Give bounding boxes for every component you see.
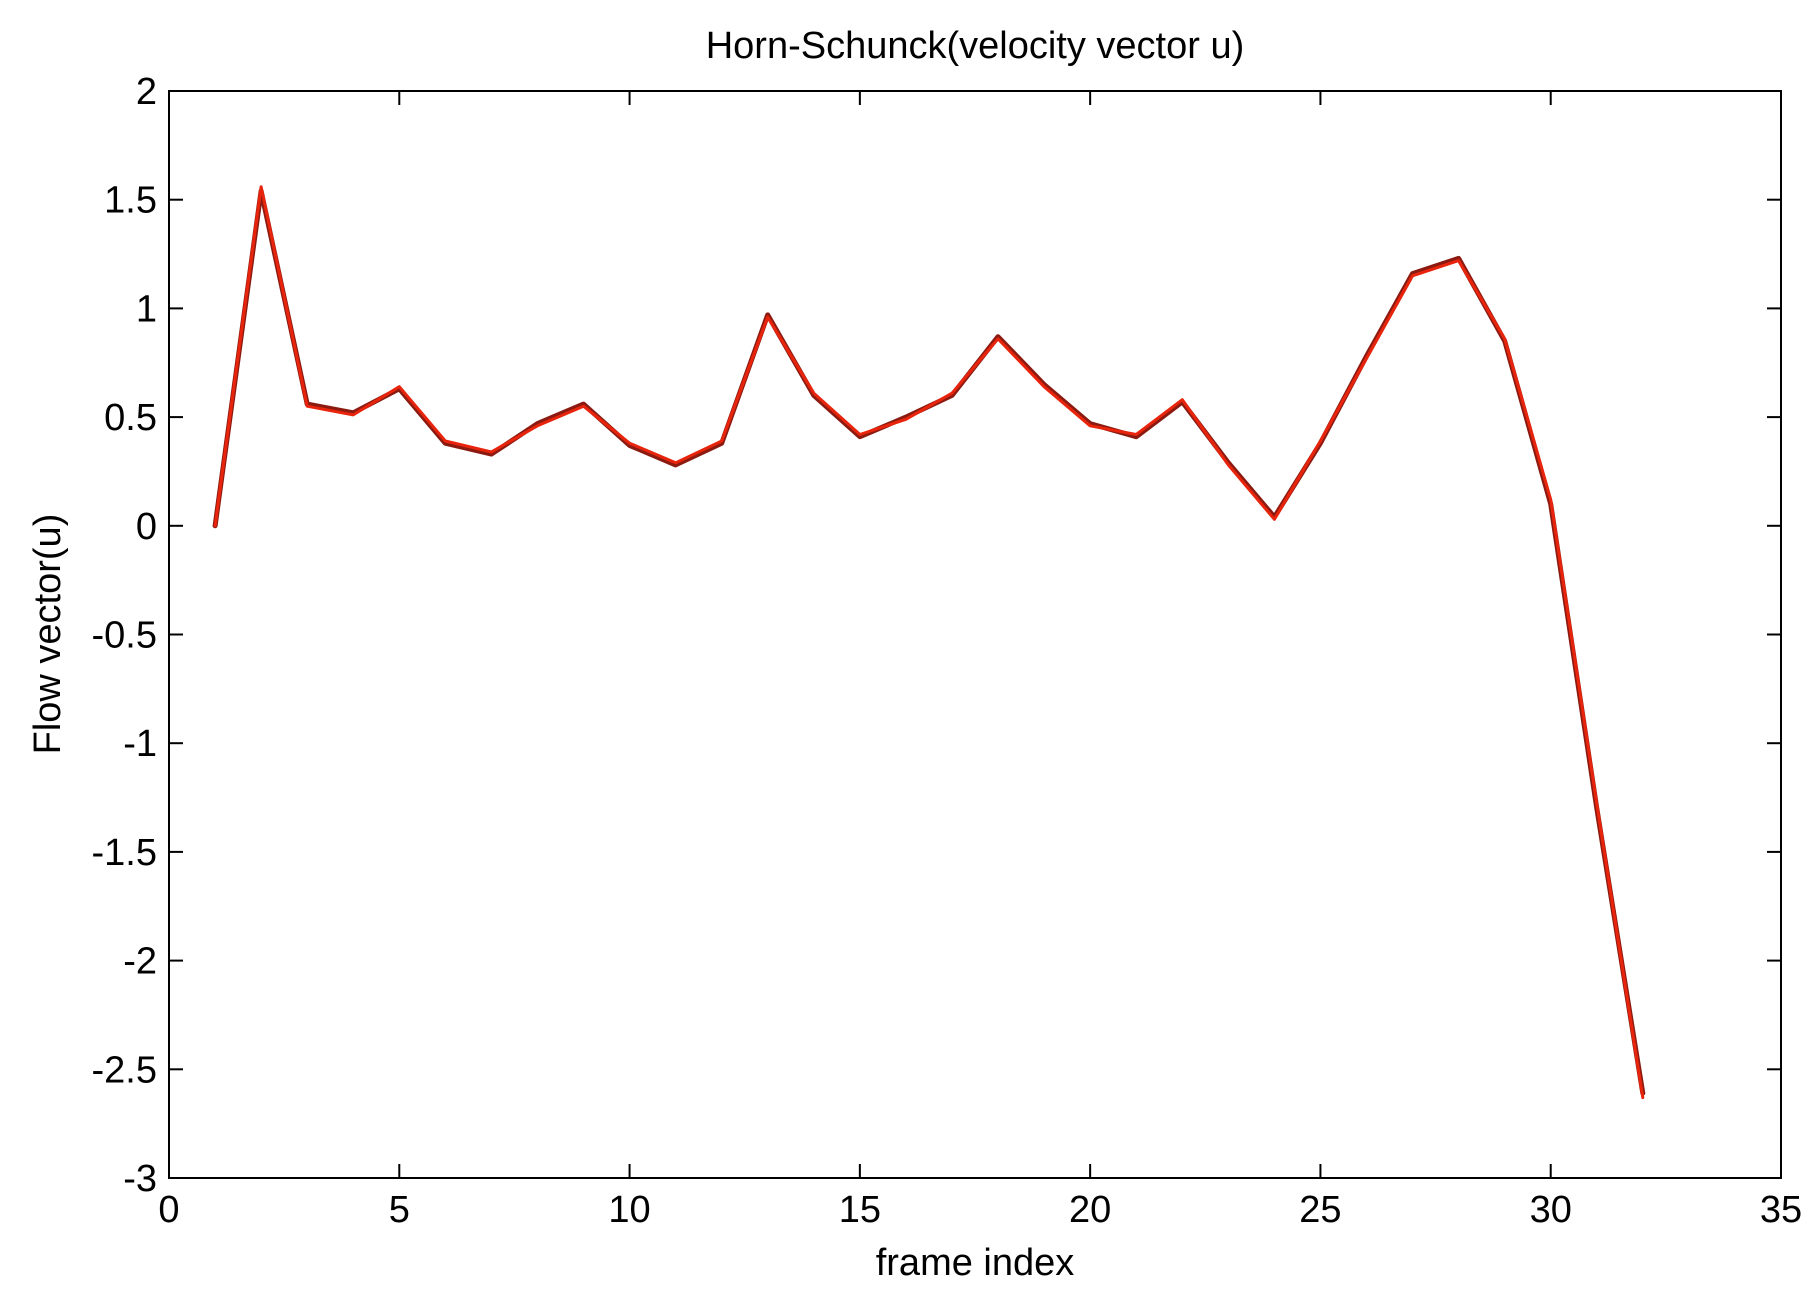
y-tick-label: -2	[123, 941, 157, 983]
y-tick-label: 2	[136, 71, 157, 113]
x-tick-label: 10	[608, 1189, 650, 1231]
series-lines	[212, 185, 1646, 1100]
y-tick-labels: 2 1.5 1 0.5 0 -0.5 -1 -1.5 -2 -2.5 -3	[92, 71, 157, 1200]
plot-area	[169, 91, 1781, 1178]
y-tick-label: 0	[136, 506, 157, 548]
x-tick-label: 5	[389, 1189, 410, 1231]
x-tick-label: 15	[839, 1189, 881, 1231]
x-axis-label: frame index	[876, 1242, 1075, 1284]
y-tick-label: -1.5	[92, 832, 157, 874]
y-axis-label: Flow vector(u)	[27, 514, 69, 755]
x-tick-label: 30	[1530, 1189, 1572, 1231]
y-tick-label: 1.5	[104, 180, 157, 222]
series-line-2	[213, 185, 1645, 1100]
x-tick-label: 25	[1299, 1189, 1341, 1231]
x-tick-label: 35	[1760, 1189, 1802, 1231]
x-tick-label: 20	[1069, 1189, 1111, 1231]
x-tick-labels: 0 5 10 15 20 25 30 35	[158, 1189, 1802, 1231]
plot-frame	[168, 90, 1782, 1179]
y-tick-label: -1	[123, 723, 157, 765]
axis-ticks	[168, 90, 1782, 1179]
y-tick-label: -2.5	[92, 1049, 157, 1091]
y-tick-label: -0.5	[92, 615, 157, 657]
y-tick-label: -3	[123, 1158, 157, 1200]
chart-title: Horn-Schunck(velocity vector u)	[706, 25, 1245, 67]
y-tick-label: 1	[136, 288, 157, 330]
y-tick-label: 0.5	[104, 397, 157, 439]
x-tick-label: 0	[158, 1189, 179, 1231]
